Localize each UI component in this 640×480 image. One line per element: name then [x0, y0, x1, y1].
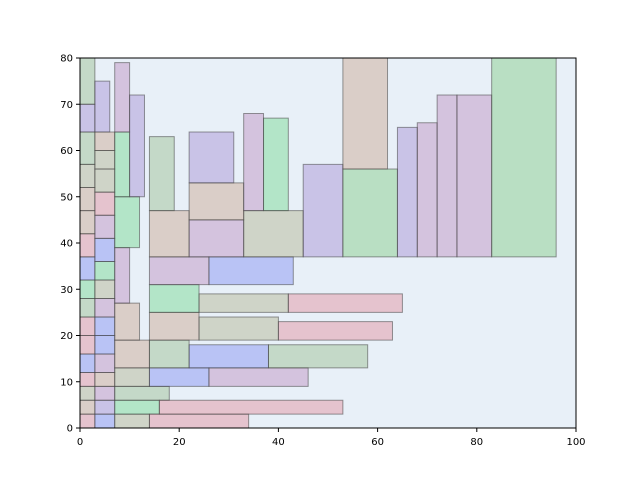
data-rectangle — [287, 293, 403, 313]
data-rectangle — [188, 131, 235, 184]
data-rectangle — [188, 182, 245, 221]
data-rectangle — [263, 117, 289, 212]
data-rectangle — [94, 316, 116, 336]
data-rectangle — [148, 311, 200, 341]
x-tick-label: 80 — [470, 437, 483, 448]
x-axis: 0 20 40 60 80 100 — [77, 428, 586, 448]
x-tick-label: 0 — [77, 437, 83, 448]
x-tick-label: 100 — [566, 437, 585, 448]
data-rectangle — [114, 247, 131, 304]
data-rectangle — [148, 210, 190, 258]
data-rectangle — [94, 413, 116, 429]
data-rectangle — [79, 57, 96, 105]
data-rectangle — [243, 113, 265, 212]
data-rectangle — [114, 196, 141, 249]
data-rectangle — [456, 94, 493, 258]
rectangles-group — [79, 57, 557, 429]
data-rectangle — [114, 385, 170, 401]
data-rectangle — [79, 279, 96, 299]
data-rectangle — [79, 413, 96, 429]
data-rectangle — [188, 344, 269, 369]
data-rectangle — [79, 131, 96, 165]
data-rectangle — [79, 372, 96, 387]
data-rectangle — [148, 413, 250, 429]
data-rectangle — [114, 302, 141, 341]
data-rectangle — [79, 187, 96, 212]
data-rectangle — [416, 122, 438, 258]
data-rectangle — [79, 233, 96, 258]
data-rectangle — [148, 367, 210, 387]
data-rectangle — [94, 131, 116, 151]
data-rectangle — [148, 339, 190, 369]
data-rectangle — [198, 293, 289, 313]
y-tick-label: 70 — [60, 100, 73, 111]
data-rectangle — [188, 219, 245, 258]
data-rectangle — [94, 335, 116, 355]
data-rectangle — [198, 316, 279, 341]
data-rectangle — [94, 385, 116, 401]
x-tick-label: 20 — [173, 437, 186, 448]
data-rectangle — [114, 62, 131, 133]
data-rectangle — [148, 256, 210, 286]
y-tick-label: 80 — [60, 54, 73, 65]
data-rectangle — [208, 367, 309, 387]
data-rectangle — [436, 94, 458, 258]
x-tick-label: 40 — [272, 437, 285, 448]
plot-area — [80, 58, 576, 428]
data-rectangle — [114, 399, 160, 415]
data-rectangle — [79, 256, 96, 281]
data-rectangle — [79, 399, 96, 415]
data-rectangle — [79, 385, 96, 401]
data-rectangle — [94, 372, 116, 387]
data-rectangle — [158, 399, 344, 415]
data-rectangle — [491, 57, 557, 258]
data-rectangle — [342, 57, 389, 170]
data-rectangle — [114, 367, 150, 387]
data-rectangle — [94, 353, 116, 373]
data-rectangle — [114, 413, 150, 429]
y-tick-label: 40 — [60, 239, 73, 250]
data-rectangle — [396, 126, 418, 258]
data-rectangle — [79, 103, 96, 133]
data-rectangle — [79, 353, 96, 373]
data-rectangle — [94, 80, 111, 133]
y-tick-label: 10 — [60, 377, 73, 388]
y-tick-label: 20 — [60, 331, 73, 342]
data-rectangle — [129, 94, 145, 198]
data-rectangle — [267, 344, 369, 369]
data-rectangle — [94, 214, 116, 239]
data-rectangle — [79, 298, 96, 318]
data-rectangle — [148, 136, 175, 212]
data-rectangle — [114, 339, 150, 369]
data-rectangle — [114, 131, 131, 198]
data-rectangle — [94, 237, 116, 262]
data-rectangle — [94, 261, 116, 281]
data-rectangle — [94, 191, 116, 216]
data-rectangle — [94, 399, 116, 415]
y-tick-label: 0 — [67, 424, 73, 435]
y-tick-label: 30 — [60, 285, 73, 296]
x-tick-label: 60 — [371, 437, 384, 448]
data-rectangle — [208, 256, 294, 286]
data-rectangle — [243, 210, 304, 258]
data-rectangle — [148, 284, 200, 313]
data-rectangle — [79, 335, 96, 355]
y-tick-label: 60 — [60, 146, 73, 157]
y-axis: 0 10 20 30 40 50 60 70 80 — [60, 54, 80, 435]
data-rectangle — [302, 163, 344, 258]
data-rectangle — [94, 298, 116, 318]
data-rectangle — [79, 210, 96, 235]
y-tick-label: 50 — [60, 192, 73, 203]
data-rectangle — [277, 321, 393, 341]
data-rectangle — [94, 279, 116, 299]
data-rectangle — [94, 168, 116, 193]
data-rectangle — [79, 316, 96, 336]
data-rectangle — [94, 150, 116, 170]
data-rectangle — [79, 163, 96, 188]
data-rectangle — [342, 168, 398, 258]
